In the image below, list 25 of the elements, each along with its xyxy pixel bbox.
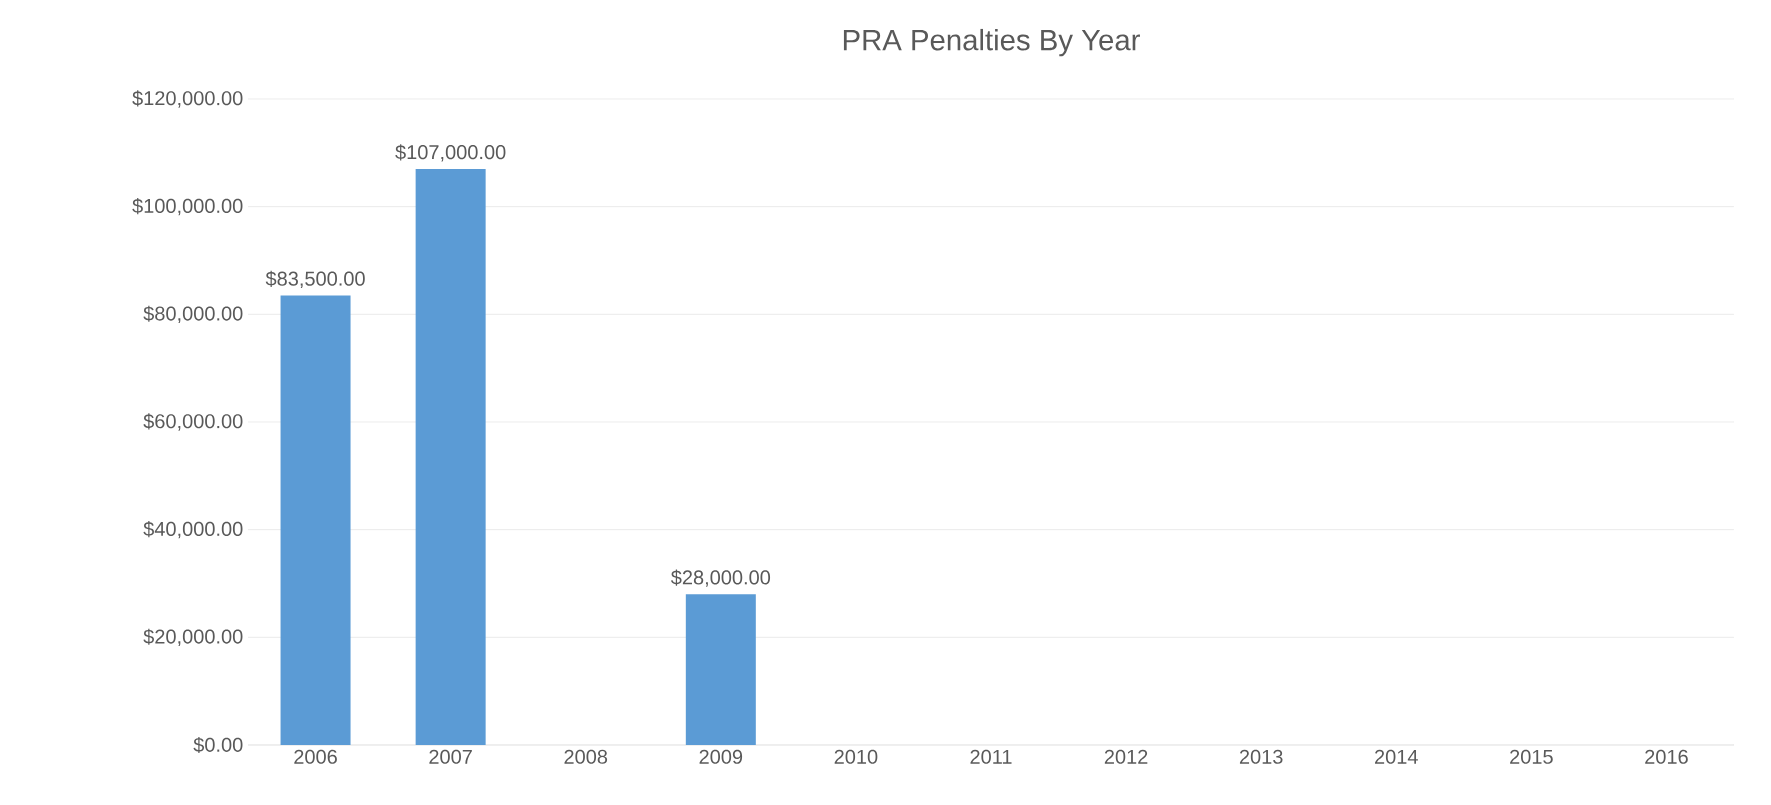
x-tick-label: 2009 bbox=[699, 749, 743, 764]
y-tick-label: $120,000.00 bbox=[132, 90, 243, 108]
y-tick-label: $20,000.00 bbox=[143, 628, 243, 646]
x-tick-label: 2012 bbox=[1104, 749, 1148, 764]
y-tick-label: $100,000.00 bbox=[132, 197, 243, 216]
y-tick-label: $60,000.00 bbox=[143, 413, 243, 431]
x-tick-label: 2013 bbox=[1239, 749, 1283, 764]
x-tick-label: 2006 bbox=[294, 749, 337, 764]
x-tick-label: 2010 bbox=[834, 749, 878, 764]
data-label: $28,000.00 bbox=[670, 569, 771, 587]
data-label: $83,500.00 bbox=[265, 270, 365, 289]
x-tick-label: 2016 bbox=[1645, 749, 1688, 764]
y-tick-label: $80,000.00 bbox=[143, 305, 243, 323]
bar bbox=[415, 168, 486, 745]
data-label: $107,000.00 bbox=[395, 144, 506, 162]
chart-title: PRA Penalties By Year bbox=[843, 28, 1140, 57]
bar bbox=[280, 295, 351, 745]
x-tick-label: 2011 bbox=[970, 749, 1012, 764]
bar bbox=[685, 594, 756, 745]
x-tick-label: 2008 bbox=[564, 749, 608, 764]
y-tick-label: $0.00 bbox=[193, 736, 243, 754]
y-tick-label: $40,000.00 bbox=[143, 520, 243, 539]
x-tick-label: 2015 bbox=[1510, 749, 1553, 764]
x-tick-label: 2014 bbox=[1375, 749, 1418, 764]
x-tick-label: 2007 bbox=[429, 749, 472, 764]
